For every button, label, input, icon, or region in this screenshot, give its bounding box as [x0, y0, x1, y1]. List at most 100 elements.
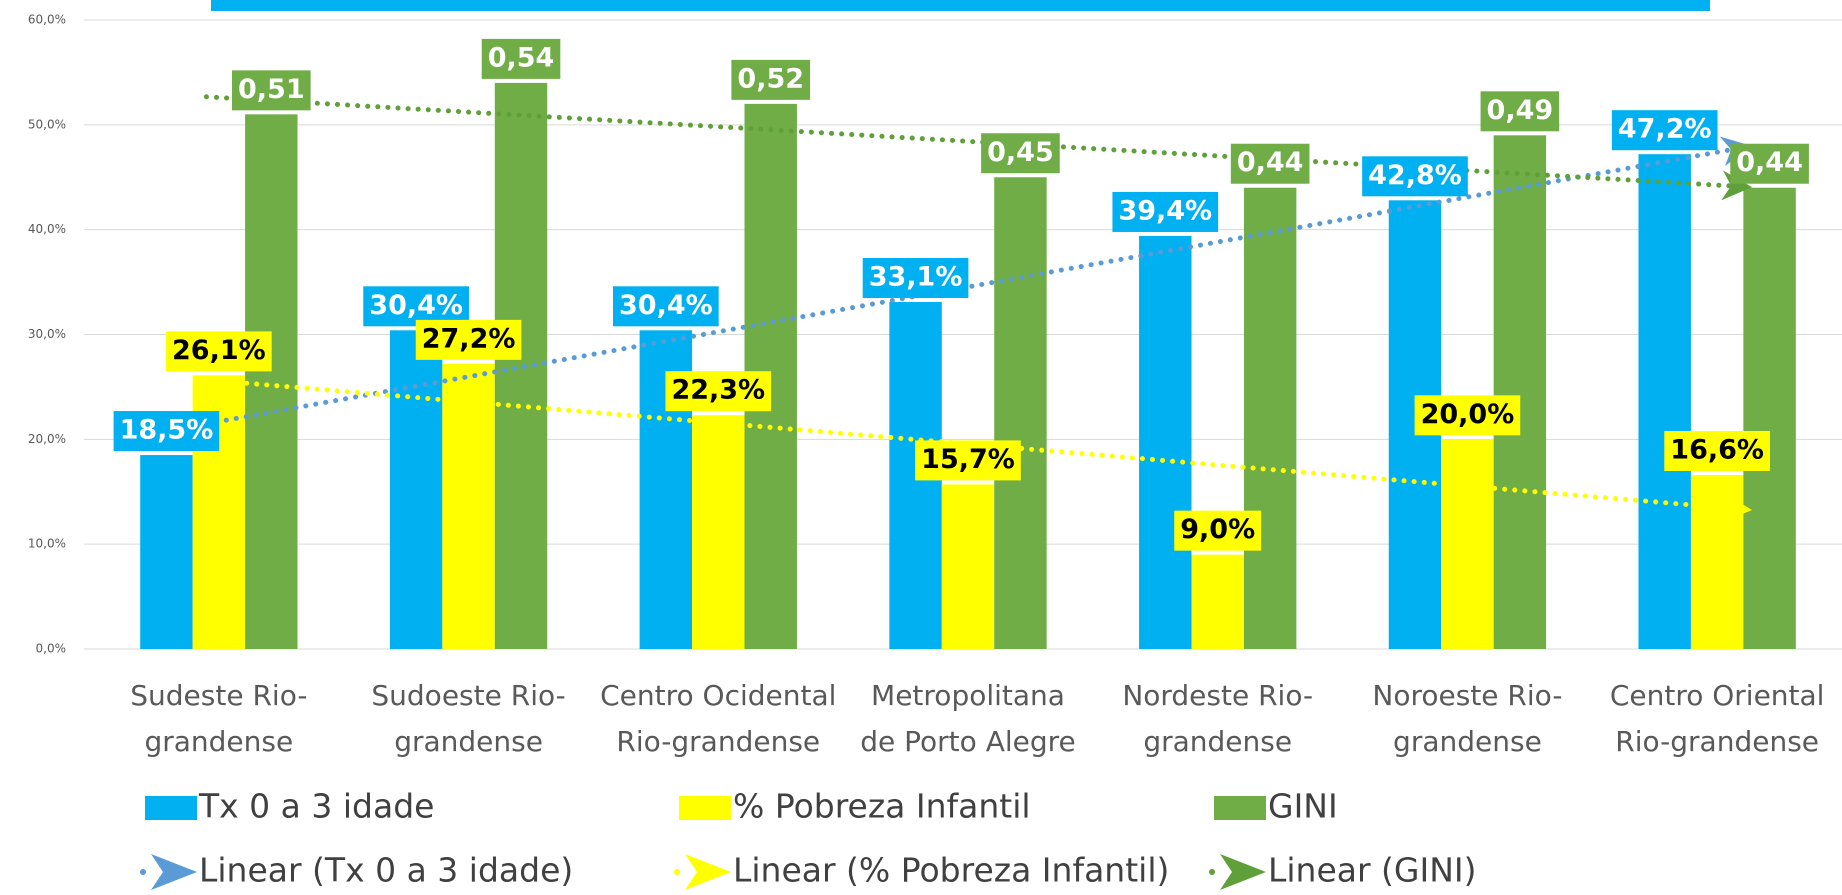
data-label-box — [363, 286, 469, 327]
data-label-box — [1174, 510, 1262, 551]
data-label-text: 16,6% — [1670, 434, 1764, 465]
data-label: 30,4% — [613, 286, 719, 327]
legend-swatch — [1214, 796, 1266, 820]
bar — [1191, 554, 1244, 649]
y-tick-label: 30,0% — [28, 327, 66, 341]
data-label-box — [1480, 91, 1560, 132]
data-label-text: 26,1% — [172, 335, 266, 366]
x-tick-label-line: Rio-grandense — [616, 725, 820, 758]
y-tick-label: 50,0% — [28, 117, 66, 131]
x-tick-label-line: Noroeste Rio- — [1372, 679, 1562, 712]
bar — [1139, 235, 1192, 649]
data-label-text: 33,1% — [869, 262, 963, 293]
data-label: 0,45 — [981, 133, 1060, 174]
data-label-box — [665, 371, 772, 412]
data-label-box — [1414, 395, 1521, 436]
x-tick-label-line: Centro Ocidental — [600, 679, 836, 712]
y-tick-label: 0,0% — [36, 642, 67, 656]
data-label-text: 0,45 — [987, 137, 1054, 168]
data-label-text: 9,0% — [1180, 514, 1255, 545]
x-tick-label-line: Centro Oriental — [1610, 679, 1825, 712]
legend-label: Linear (% Pobreza Infantil) — [733, 851, 1169, 890]
data-label-box — [1730, 143, 1809, 184]
x-tick-label-line: grandense — [1143, 725, 1292, 758]
data-label: 39,4% — [1112, 191, 1219, 232]
data-label-text: 20,0% — [1421, 399, 1515, 430]
data-label-box — [231, 70, 311, 111]
data-label-text: 30,4% — [369, 290, 463, 321]
data-label-box — [731, 59, 811, 100]
legend-trend-arrow — [1220, 854, 1266, 890]
legend-trend-arrow — [151, 854, 197, 890]
bar — [994, 177, 1047, 649]
x-tick-label: Metropolitana de Porto Alegre — [860, 679, 1076, 758]
x-tick-label: Centro Oriental Rio-grandense — [1610, 679, 1825, 758]
bar — [140, 455, 193, 649]
data-label-text: 0,44 — [1237, 147, 1304, 178]
bar — [941, 484, 995, 649]
bar — [494, 82, 548, 649]
x-tick-label-line: Sudoeste Rio- — [371, 679, 565, 712]
x-tick-label-line: grandense — [394, 725, 543, 758]
x-tick-label-line: Nordeste Rio- — [1122, 679, 1313, 712]
x-tick-label: Centro Ocidental Rio-grandense — [600, 679, 836, 758]
x-tick-label-line: de Porto Alegre — [860, 725, 1076, 758]
bar — [1493, 135, 1547, 650]
legend-swatch — [145, 796, 197, 820]
data-label: 15,7% — [915, 440, 1021, 481]
title-banner — [211, 0, 1710, 11]
bar — [245, 114, 298, 650]
data-label-box — [166, 331, 272, 372]
data-label-text: 39,4% — [1118, 195, 1212, 226]
data-label: 9,0% — [1174, 510, 1262, 551]
x-tick-label-line: Sudeste Rio- — [130, 679, 307, 712]
legend-label: % Pobreza Infantil — [733, 787, 1031, 826]
bar — [1690, 474, 1744, 649]
data-label-text: 18,5% — [120, 415, 214, 446]
legend-label: Linear (Tx 0 a 3 idade) — [199, 851, 573, 890]
data-label: 16,6% — [1664, 430, 1770, 471]
data-label-box — [915, 440, 1021, 481]
data-label: 0,51 — [231, 70, 311, 111]
legend-swatch — [679, 796, 731, 820]
legend-label: GINI — [1268, 787, 1338, 826]
x-tick-label-line: Rio-grandense — [1615, 725, 1819, 758]
data-label-text: 22,3% — [671, 375, 765, 406]
data-label-text: 30,4% — [619, 290, 713, 321]
data-label-box — [1230, 143, 1310, 184]
data-label-text: 0,51 — [238, 74, 305, 105]
data-label: 18,5% — [113, 411, 220, 452]
data-label-text: 15,7% — [921, 444, 1015, 475]
x-tick-label: Sudoeste Rio-grandense — [371, 679, 565, 758]
data-label: 22,3% — [665, 371, 772, 412]
data-label: 0,52 — [731, 59, 811, 100]
legend-label: Tx 0 a 3 idade — [198, 787, 434, 826]
data-label: 33,1% — [862, 258, 969, 299]
x-tick-label: Nordeste Rio-grandense — [1122, 679, 1313, 758]
trendline — [203, 94, 1753, 201]
x-tick-label: Sudeste Rio-grandense — [130, 679, 307, 758]
data-label: 26,1% — [166, 331, 272, 372]
data-label-box — [1362, 156, 1468, 197]
data-label: 0,44 — [1730, 143, 1809, 184]
data-label: 42,8% — [1362, 156, 1468, 197]
legend-trend-dot — [674, 869, 680, 875]
data-label-text: 0,44 — [1736, 147, 1803, 178]
data-label: 47,2% — [1611, 110, 1718, 151]
data-label-box — [113, 411, 220, 452]
data-label: 0,44 — [1230, 143, 1310, 184]
data-label-text: 27,2% — [422, 323, 516, 354]
data-label-box — [1112, 191, 1219, 232]
legend-trend-dot — [140, 869, 146, 875]
bar — [1243, 187, 1297, 649]
y-tick-label: 40,0% — [28, 222, 66, 236]
bar — [442, 363, 495, 649]
x-tick-label: Noroeste Rio-grandense — [1372, 679, 1562, 758]
data-label: 20,0% — [1414, 395, 1521, 436]
data-label-box — [1611, 110, 1718, 151]
data-label-text: 0,49 — [1487, 95, 1554, 126]
bar — [389, 330, 443, 649]
x-tick-label-line: grandense — [1393, 725, 1542, 758]
x-tick-label-line: grandense — [144, 725, 293, 758]
